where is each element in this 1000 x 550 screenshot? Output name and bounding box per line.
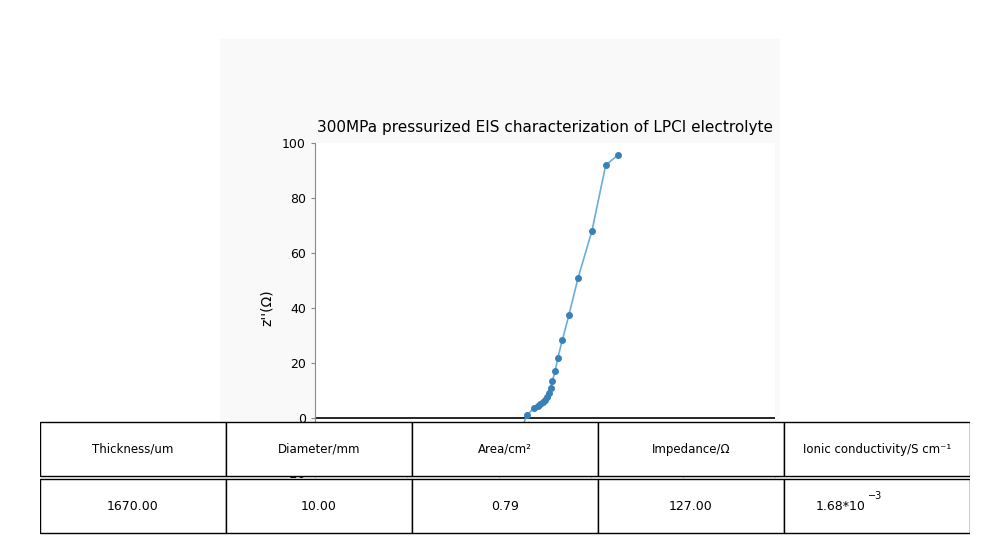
- Bar: [412, 422, 598, 476]
- X-axis label: z'(Ω): z'(Ω): [529, 500, 561, 515]
- Bar: [226, 422, 412, 476]
- Point: [535, 398, 551, 406]
- Text: Thickness/um: Thickness/um: [92, 443, 174, 456]
- FancyBboxPatch shape: [209, 29, 791, 532]
- Point: [539, 393, 555, 402]
- Point: [584, 227, 600, 235]
- Text: 1670.00: 1670.00: [107, 500, 159, 513]
- Point: [541, 389, 557, 398]
- Bar: [412, 480, 598, 533]
- Point: [554, 335, 570, 344]
- Bar: [598, 422, 784, 476]
- Text: −3: −3: [868, 491, 882, 501]
- Bar: [784, 422, 970, 476]
- Text: 1.68*10: 1.68*10: [816, 500, 866, 513]
- Point: [561, 310, 577, 319]
- Text: Diameter/mm: Diameter/mm: [278, 443, 360, 456]
- Point: [537, 396, 553, 405]
- Point: [526, 404, 542, 412]
- Bar: [40, 480, 226, 533]
- Point: [598, 161, 614, 169]
- Bar: [784, 480, 970, 533]
- Point: [547, 367, 563, 376]
- Point: [550, 353, 566, 362]
- Title: 300MPa pressurized EIS characterization of LPCI electrolyte: 300MPa pressurized EIS characterization …: [317, 120, 773, 135]
- Bar: [226, 480, 412, 533]
- Bar: [598, 480, 784, 533]
- Bar: [40, 422, 226, 476]
- Point: [530, 402, 546, 410]
- Point: [570, 273, 586, 282]
- Y-axis label: z''(Ω): z''(Ω): [260, 290, 274, 326]
- Text: 127.00: 127.00: [669, 500, 713, 513]
- Point: [610, 151, 626, 160]
- Point: [544, 376, 560, 385]
- Text: Impedance/Ω: Impedance/Ω: [652, 443, 730, 456]
- Text: Ionic conductivity/S cm⁻¹: Ionic conductivity/S cm⁻¹: [803, 443, 951, 456]
- Point: [513, 427, 529, 436]
- Point: [519, 411, 535, 420]
- Point: [509, 462, 525, 471]
- Point: [543, 383, 559, 392]
- Point: [532, 399, 548, 408]
- Text: 0.79: 0.79: [491, 500, 519, 513]
- Text: Area/cm²: Area/cm²: [478, 443, 532, 456]
- Text: 10.00: 10.00: [301, 500, 337, 513]
